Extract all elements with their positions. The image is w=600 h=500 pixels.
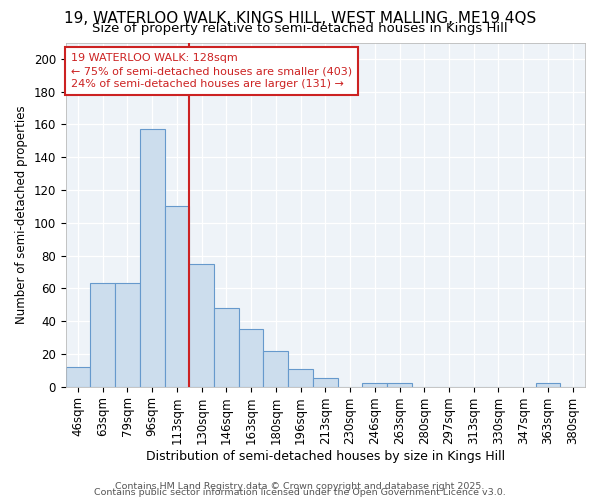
Text: Contains HM Land Registry data © Crown copyright and database right 2025.: Contains HM Land Registry data © Crown c…	[115, 482, 485, 491]
Bar	[190, 264, 214, 386]
Bar	[263, 350, 288, 386]
Bar	[214, 308, 239, 386]
Text: 19, WATERLOO WALK, KINGS HILL, WEST MALLING, ME19 4QS: 19, WATERLOO WALK, KINGS HILL, WEST MALL…	[64, 11, 536, 26]
Bar	[239, 329, 263, 386]
Text: Size of property relative to semi-detached houses in Kings Hill: Size of property relative to semi-detach…	[92, 22, 508, 35]
Text: 19 WATERLOO WALK: 128sqm
← 75% of semi-detached houses are smaller (403)
24% of : 19 WATERLOO WALK: 128sqm ← 75% of semi-d…	[71, 53, 352, 89]
Bar	[313, 378, 338, 386]
X-axis label: Distribution of semi-detached houses by size in Kings Hill: Distribution of semi-detached houses by …	[146, 450, 505, 462]
Bar	[65, 367, 91, 386]
Bar	[115, 284, 140, 387]
Bar	[288, 368, 313, 386]
Bar	[164, 206, 190, 386]
Bar	[362, 384, 387, 386]
Y-axis label: Number of semi-detached properties: Number of semi-detached properties	[15, 105, 28, 324]
Text: Contains public sector information licensed under the Open Government Licence v3: Contains public sector information licen…	[94, 488, 506, 497]
Bar	[91, 284, 115, 387]
Bar	[536, 384, 560, 386]
Bar	[140, 130, 164, 386]
Bar	[387, 384, 412, 386]
